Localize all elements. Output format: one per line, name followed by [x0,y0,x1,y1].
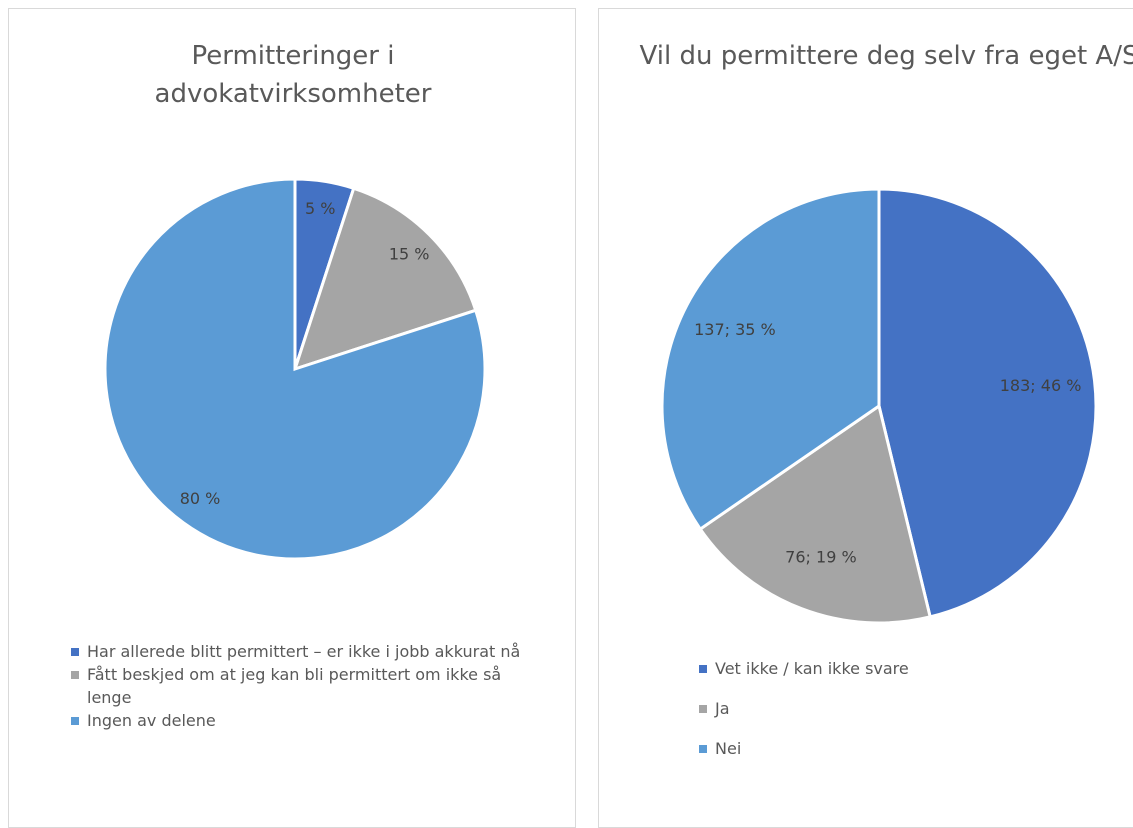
chart-title: Permitteringer i advokatvirksomheter [154,41,432,109]
legend-label: Ingen av delene [87,711,216,730]
data-label: 15 % [389,244,430,263]
legend-item: Fått beskjed om at jeg kan bli permitter… [71,663,541,709]
data-label: 5 % [305,199,335,218]
data-label: 80 % [180,489,221,508]
legend-label: Vet ikke / kan ikke svare [715,659,909,678]
page: {"chart_data": [ {"type": "pie", "title"… [8,8,1133,828]
legend: Har allerede blitt permittert – er ikke … [71,640,541,732]
pie-slice [698,403,932,625]
chart-panel: Permitteringer i advokatvirksomheter 5 %… [8,8,576,828]
legend-label: Nei [715,739,742,758]
legend-item: Nei [699,737,1099,760]
legend-label: Har allerede blitt permittert – er ikke … [87,642,521,661]
chart-title: Vil du permittere deg selv fra eget A/S [639,41,1133,71]
legend-swatch [699,745,707,753]
data-label: 183; 46 % [1000,376,1082,395]
legend-label: Fått beskjed om at jeg kan bli permitter… [87,665,502,707]
pie-chart: 183; 46 % 76; 19 % 137; 35 % [660,187,1098,625]
legend-item: Ja [699,697,1099,720]
pie-chart: 5 % 15 % 80 % [103,177,487,561]
pie-slice [877,187,1098,619]
pie-slice [103,177,487,561]
legend-swatch [699,665,707,673]
data-label: 76; 19 % [785,548,856,567]
legend-swatch [699,705,707,713]
legend-swatch [71,717,79,725]
legend-swatch [71,671,79,679]
legend-label: Ja [715,699,730,718]
pie-slice [660,187,881,532]
data-label: 137; 35 % [694,320,776,339]
legend-item: Vet ikke / kan ikke svare [699,657,1099,680]
legend: Vet ikke / kan ikke svare Ja Nei [699,657,1099,777]
chart-panel: Vil du permittere deg selv fra eget A/S … [598,8,1133,828]
legend-item: Ingen av delene [71,709,541,732]
legend-swatch [71,648,79,656]
legend-item: Har allerede blitt permittert – er ikke … [71,640,541,663]
